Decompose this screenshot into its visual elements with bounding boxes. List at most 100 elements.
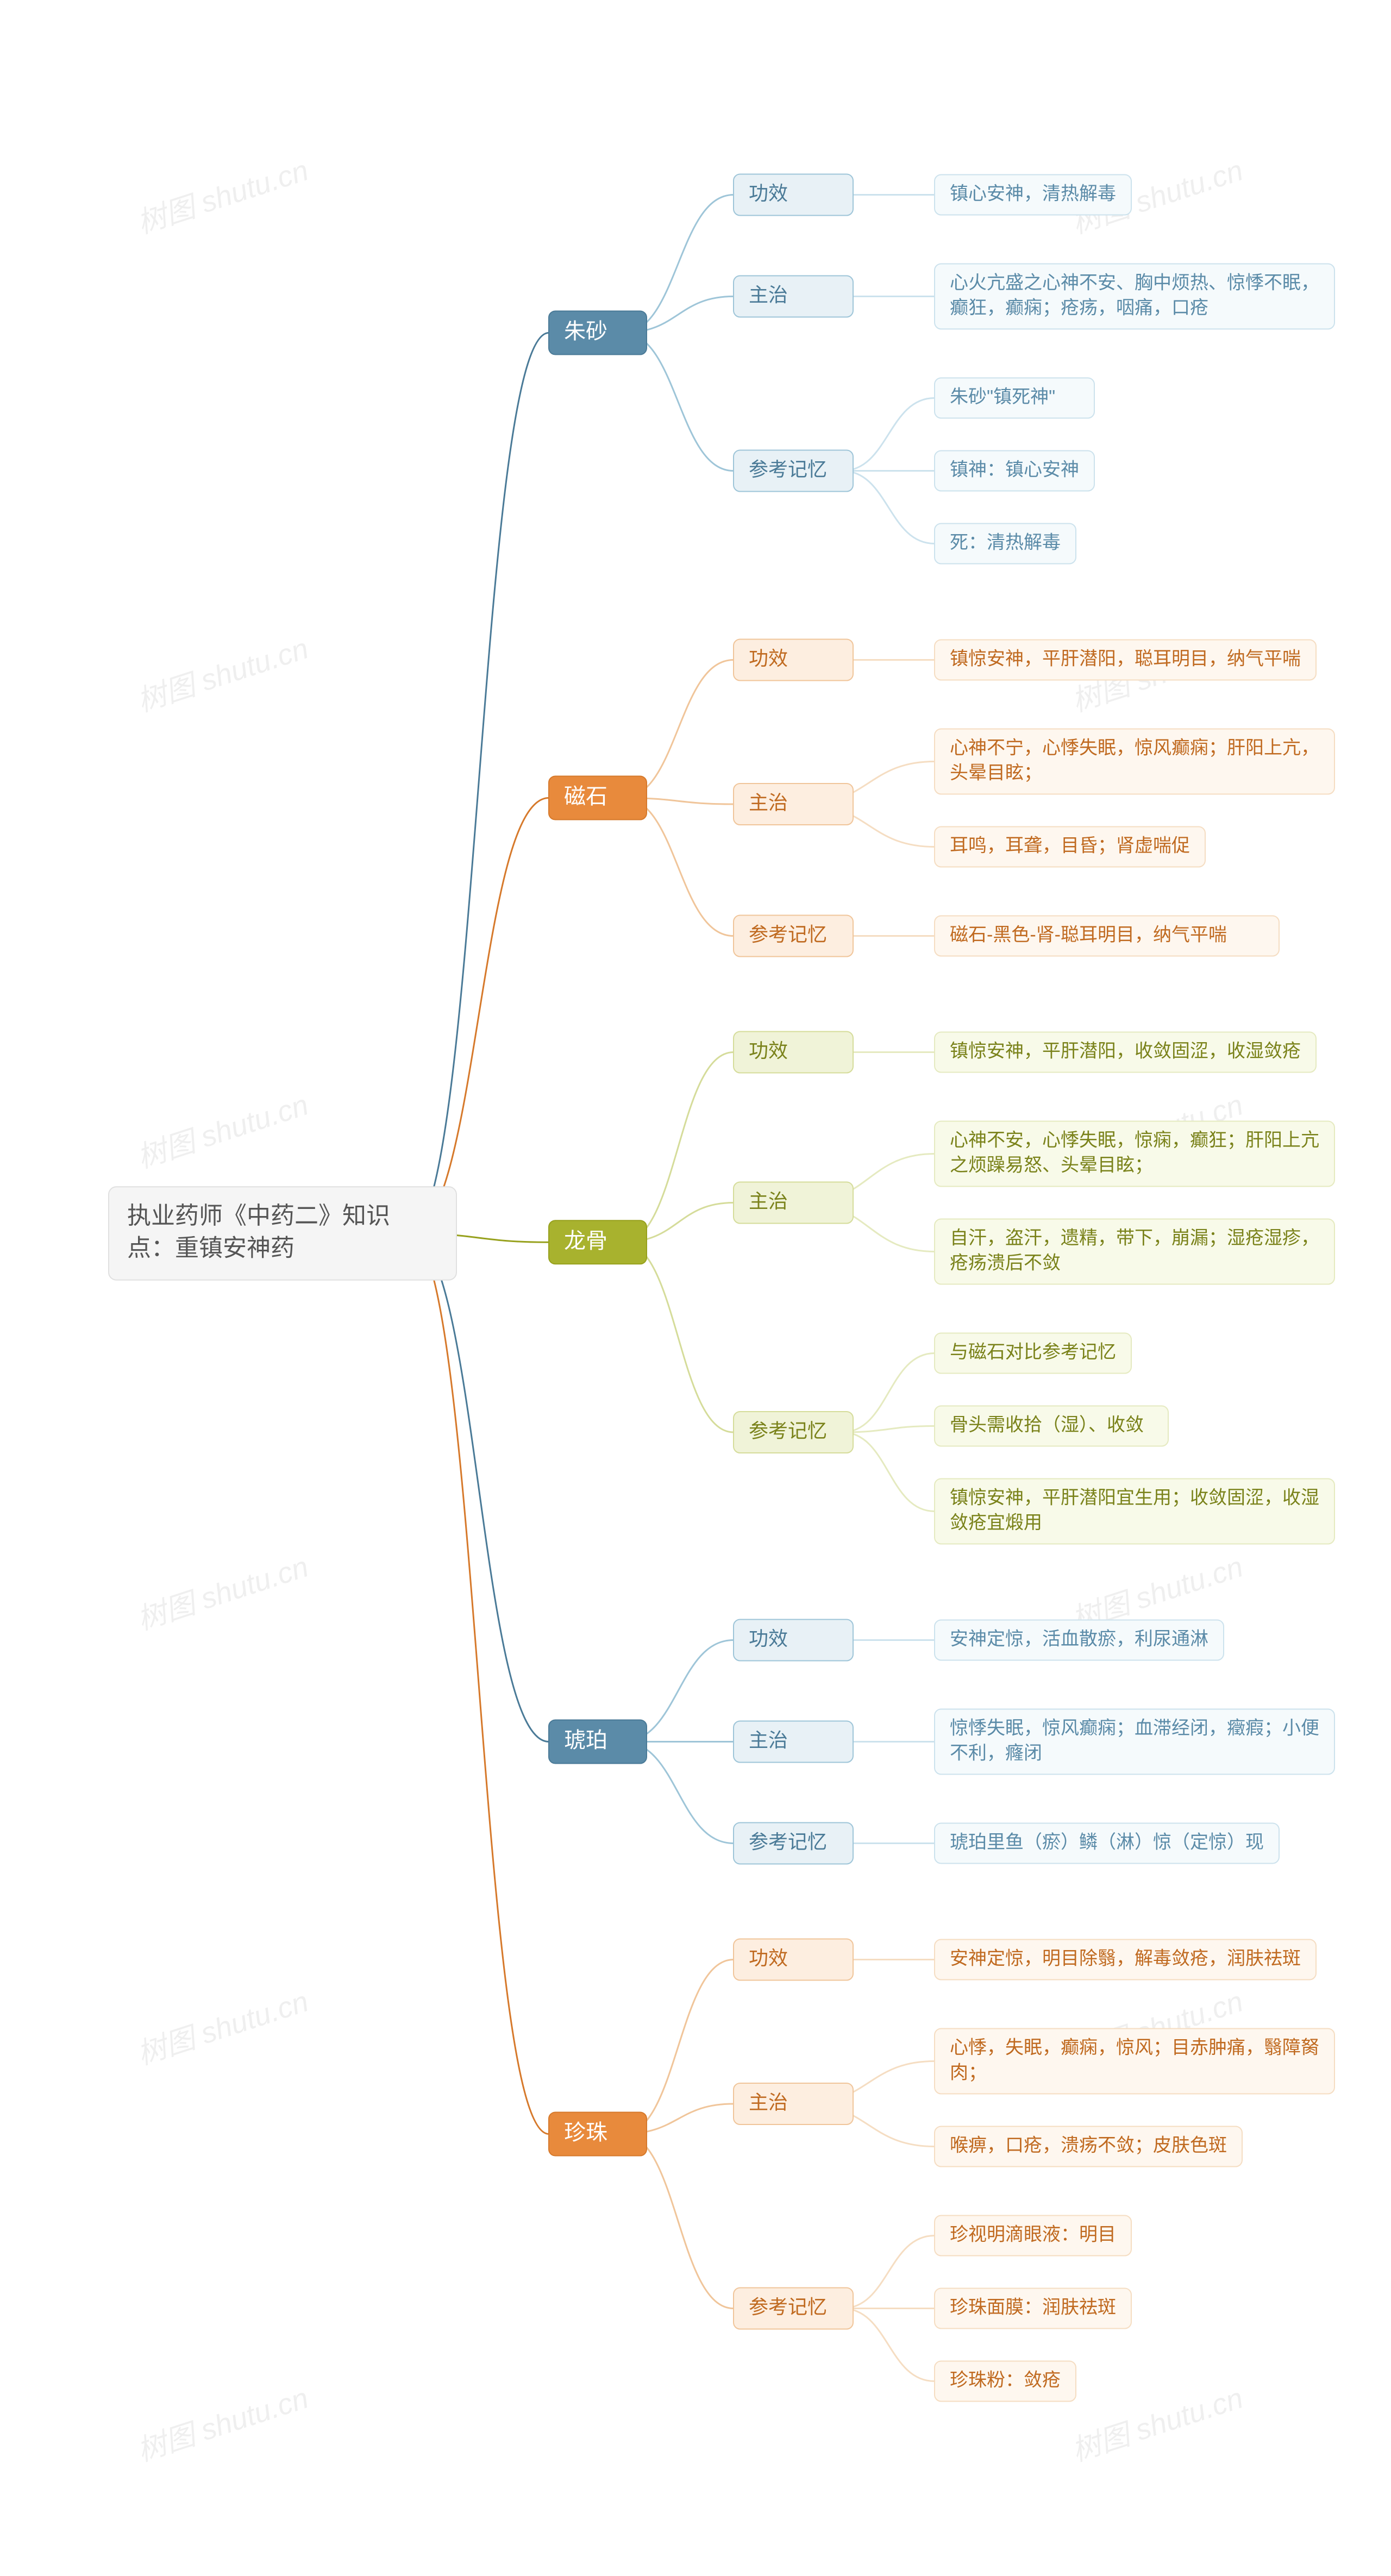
connector xyxy=(842,1353,935,1433)
connector xyxy=(842,398,935,471)
svg-text:参考记忆: 参考记忆 xyxy=(749,923,827,945)
svg-text:骨头需收拾（湿）、收敛: 骨头需收拾（湿）、收敛 xyxy=(950,1414,1144,1435)
svg-text:镇惊安神，平肝潜阳宜生用；收敛固涩，收湿: 镇惊安神，平肝潜阳宜生用；收敛固涩，收湿 xyxy=(950,1487,1319,1508)
svg-text:头晕目眩；: 头晕目眩； xyxy=(950,762,1042,783)
svg-text:功效: 功效 xyxy=(749,182,788,204)
svg-text:敛疮宜煅用: 敛疮宜煅用 xyxy=(950,1512,1042,1533)
svg-text:参考记忆: 参考记忆 xyxy=(749,2296,827,2318)
leaf-node: 安神定惊，活血散瘀，利尿通淋 xyxy=(935,1620,1224,1660)
connector xyxy=(842,471,935,544)
connector xyxy=(623,1242,734,1432)
sub-node: 参考记忆 xyxy=(734,916,853,957)
svg-text:功效: 功效 xyxy=(749,1627,788,1650)
leaf-node: 镇神：镇心安神 xyxy=(935,451,1094,491)
watermark-layer: 树图 shutu.cn 树图 shutu.cn 树图 shutu.cn 树图 shut… xyxy=(133,154,1247,2467)
svg-text:心火亢盛之心神不安、胸中烦热、惊悸不眠，: 心火亢盛之心神不安、胸中烦热、惊悸不眠， xyxy=(950,272,1319,293)
sub-node: 主治 xyxy=(734,2083,853,2124)
leaf-node: 珍珠粉：敛疮 xyxy=(935,2361,1076,2402)
svg-text:磁石: 磁石 xyxy=(564,785,607,808)
sub-node: 参考记忆 xyxy=(734,2288,853,2329)
svg-text:镇惊安神，平肝潜阳，收敛固涩，收湿敛疮: 镇惊安神，平肝潜阳，收敛固涩，收湿敛疮 xyxy=(950,1041,1301,1061)
branch-cishi: 磁石 xyxy=(549,776,647,820)
watermark: 树图 shutu.cn xyxy=(133,2381,312,2467)
svg-text:珍视明滴眼液：明目: 珍视明滴眼液：明目 xyxy=(950,2224,1116,2245)
svg-text:安神定惊，明目除翳，解毒敛疮，润肤祛斑: 安神定惊，明目除翳，解毒敛疮，润肤祛斑 xyxy=(950,1948,1301,1969)
svg-text:琥珀里鱼（瘀）鳞（淋）惊（定惊）现: 琥珀里鱼（瘀）鳞（淋）惊（定惊）现 xyxy=(950,1832,1264,1852)
svg-text:主治: 主治 xyxy=(749,1190,788,1212)
svg-text:朱砂"镇死神": 朱砂"镇死神" xyxy=(950,386,1055,407)
svg-text:珍珠面膜：润肤祛斑: 珍珠面膜：润肤祛斑 xyxy=(950,2297,1116,2317)
sub-node: 功效 xyxy=(734,640,853,681)
svg-text:执业药师《中药二》知识: 执业药师《中药二》知识 xyxy=(127,1202,390,1229)
sub-node: 主治 xyxy=(734,784,853,825)
leaf-node: 心悸，失眠，癫痫，惊风；目赤肿痛，翳障胬肉； xyxy=(935,2029,1334,2094)
svg-text:癫狂，癫痫；疮疡，咽痛，口疮: 癫狂，癫痫；疮疡，咽痛，口疮 xyxy=(950,297,1208,318)
svg-text:主治: 主治 xyxy=(749,1729,788,1751)
svg-text:主治: 主治 xyxy=(749,284,788,306)
leaf-node: 安神定惊，明目除翳，解毒敛疮，润肤祛斑 xyxy=(935,1940,1316,1980)
svg-text:参考记忆: 参考记忆 xyxy=(749,1420,827,1442)
connector xyxy=(842,2309,935,2381)
leaf-node: 朱砂"镇死神" xyxy=(935,378,1094,418)
leaf-node: 琥珀里鱼（瘀）鳞（淋）惊（定惊）现 xyxy=(935,1823,1279,1864)
watermark: 树图 shutu.cn xyxy=(133,632,312,718)
sub-node: 参考记忆 xyxy=(734,1412,853,1453)
svg-text:功效: 功效 xyxy=(749,647,788,669)
svg-text:点：重镇安神药: 点：重镇安神药 xyxy=(127,1234,295,1261)
branch-hupo: 琥珀 xyxy=(549,1720,647,1764)
sub-node: 主治 xyxy=(734,1182,853,1224)
leaf-node: 与磁石对比参考记忆 xyxy=(935,1333,1131,1374)
svg-text:之烦躁易怒、头晕目眩；: 之烦躁易怒、头晕目眩； xyxy=(950,1155,1153,1175)
connector xyxy=(409,1233,549,1742)
sub-node: 功效 xyxy=(734,1032,853,1073)
connector xyxy=(409,1233,549,2134)
svg-text:主治: 主治 xyxy=(749,2091,788,2114)
svg-text:主治: 主治 xyxy=(749,792,788,814)
connector xyxy=(409,798,549,1234)
svg-text:龙骨: 龙骨 xyxy=(564,1229,607,1253)
leaf-node: 心神不宁，心悸失眠，惊风癫痫；肝阳上亢，头晕目眩； xyxy=(935,729,1334,794)
svg-text:喉痹，口疮，溃疡不敛；皮肤色斑: 喉痹，口疮，溃疡不敛；皮肤色斑 xyxy=(950,2135,1227,2155)
watermark: 树图 shutu.cn xyxy=(1068,2381,1247,2467)
sub-node: 功效 xyxy=(734,1620,853,1661)
root-node: 执业药师《中药二》知识点：重镇安神药 xyxy=(109,1187,456,1280)
watermark: 树图 shutu.cn xyxy=(133,1088,312,1174)
svg-text:功效: 功效 xyxy=(749,1947,788,1969)
connector xyxy=(842,2236,935,2309)
svg-text:不利，癃闭: 不利，癃闭 xyxy=(950,1743,1042,1763)
svg-text:与磁石对比参考记忆: 与磁石对比参考记忆 xyxy=(950,1342,1116,1362)
svg-text:死：清热解毒: 死：清热解毒 xyxy=(950,532,1061,553)
sub-node: 主治 xyxy=(734,276,853,317)
leaf-node: 心火亢盛之心神不安、胸中烦热、惊悸不眠， 癫狂，癫痫；疮疡，咽痛，口疮 xyxy=(935,264,1334,329)
leaf-node: 镇惊安神，平肝潜阳，收敛固涩，收湿敛疮 xyxy=(935,1032,1316,1073)
svg-text:镇神：镇心安神: 镇神：镇心安神 xyxy=(950,459,1079,480)
leaf-node: 镇心安神，清热解毒 xyxy=(935,175,1131,215)
svg-text:心神不安，心悸失眠，惊痫，癫狂；肝阳上亢: 心神不安，心悸失眠，惊痫，癫狂；肝阳上亢 xyxy=(950,1130,1319,1150)
watermark: 树图 shutu.cn xyxy=(133,154,312,240)
connector xyxy=(409,333,549,1234)
svg-text:朱砂: 朱砂 xyxy=(564,319,607,343)
sub-node: 主治 xyxy=(734,1721,853,1763)
connector xyxy=(623,1052,734,1243)
connector xyxy=(842,1432,935,1512)
connector xyxy=(623,1960,734,2134)
leaf-node: 珍珠面膜：润肤祛斑 xyxy=(935,2289,1131,2329)
watermark: 树图 shutu.cn xyxy=(133,1985,312,2071)
leaf-node: 镇惊安神，平肝潜阳，聪耳明目，纳气平喘 xyxy=(935,640,1316,680)
svg-text:肉；: 肉； xyxy=(950,2062,987,2083)
svg-text:心悸，失眠，癫痫，惊风；目赤肿痛，翳障胬: 心悸，失眠，癫痫，惊风；目赤肿痛，翳障胬 xyxy=(950,2037,1319,2058)
svg-text:镇心安神，清热解毒: 镇心安神，清热解毒 xyxy=(950,183,1116,204)
svg-text:磁石-黑色-肾-聪耳明目，纳气平喘: 磁石-黑色-肾-聪耳明目，纳气平喘 xyxy=(950,924,1227,945)
svg-text:自汗，盗汗，遗精，带下，崩漏；湿疮湿疹，: 自汗，盗汗，遗精，带下，崩漏；湿疮湿疹， xyxy=(950,1227,1319,1248)
leaf-node: 骨头需收拾（湿）、收敛 xyxy=(935,1406,1168,1446)
leaf-node: 自汗，盗汗，遗精，带下，崩漏；湿疮湿疹，疮疡溃后不敛 xyxy=(935,1219,1334,1284)
svg-text:镇惊安神，平肝潜阳，聪耳明目，纳气平喘: 镇惊安神，平肝潜阳，聪耳明目，纳气平喘 xyxy=(950,648,1301,669)
svg-text:参考记忆: 参考记忆 xyxy=(749,458,827,480)
leaf-node: 耳鸣，耳聋，目昏；肾虚喘促 xyxy=(935,827,1205,867)
sub-node: 参考记忆 xyxy=(734,450,853,492)
branch-zhusha: 朱砂 xyxy=(549,311,647,355)
connector xyxy=(623,2134,734,2309)
leaf-node: 珍视明滴眼液：明目 xyxy=(935,2216,1131,2256)
leaf-node: 镇惊安神，平肝潜阳宜生用；收敛固涩，收湿敛疮宜煅用 xyxy=(935,1479,1334,1544)
sub-node: 参考记忆 xyxy=(734,1823,853,1864)
